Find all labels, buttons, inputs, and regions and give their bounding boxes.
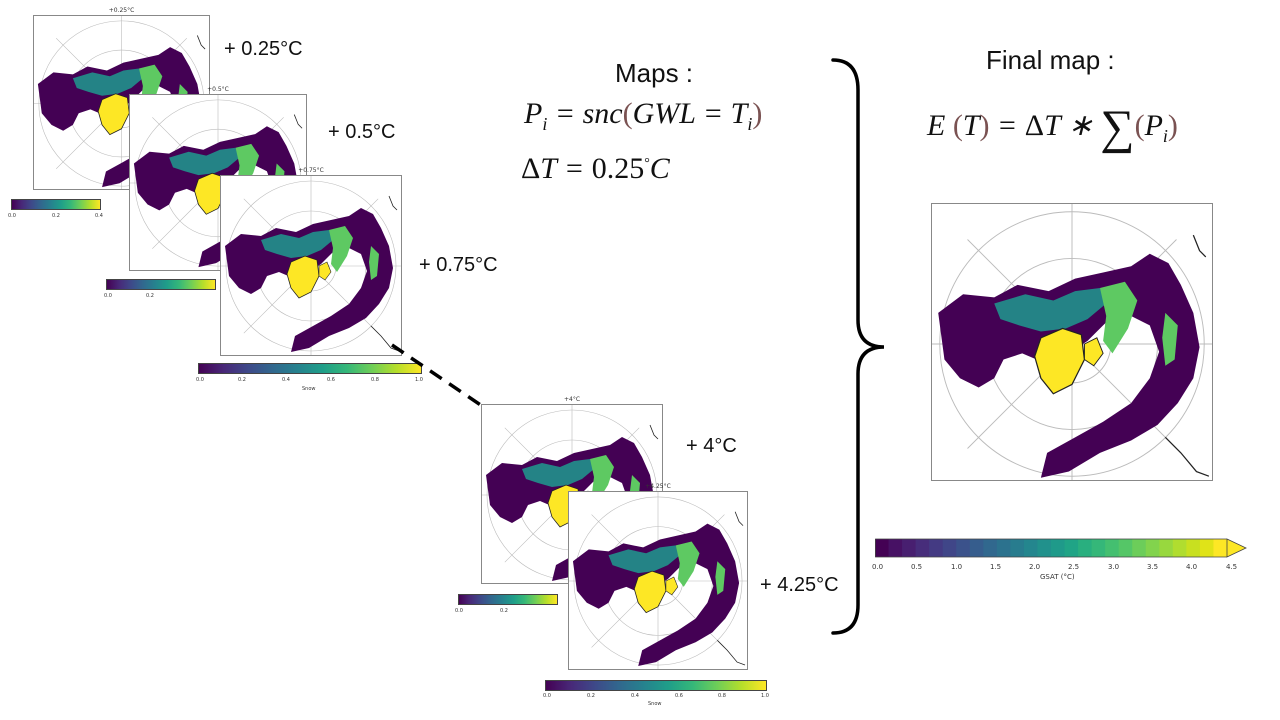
gsat-tick-3: 1.5 bbox=[990, 563, 1002, 571]
gsat-tick-8: 4.0 bbox=[1186, 563, 1198, 571]
colorbar-3-tick-0: 0.0 bbox=[196, 377, 204, 383]
map-title-2: +0.5°C bbox=[207, 86, 229, 93]
colorbar-2-tick-1: 0.2 bbox=[146, 293, 154, 299]
gsat-tick-0: 0.0 bbox=[872, 563, 884, 571]
colorbar-5-tick-4: 0.8 bbox=[718, 693, 726, 699]
gsat-label: GSAT (°C) bbox=[1040, 573, 1075, 581]
colorbar-5-tick-2: 0.4 bbox=[631, 693, 639, 699]
colorbar-4-tick-0: 0.0 bbox=[455, 608, 463, 614]
maps-heading: Maps : bbox=[615, 58, 694, 88]
snow-colorbar-2 bbox=[106, 279, 216, 290]
map-panel-5: +4.25°C bbox=[568, 483, 748, 670]
equation-delta-t: ΔT = 0.25°C bbox=[521, 152, 670, 185]
colorbar-5-tick-1: 0.2 bbox=[587, 693, 595, 699]
colorbar-1-tick-2: 0.4 bbox=[95, 213, 103, 219]
gsat-tick-5: 2.5 bbox=[1068, 563, 1080, 571]
gsat-tick-4: 2.0 bbox=[1029, 563, 1041, 571]
map-title-3: +0.75°C bbox=[298, 167, 324, 174]
colorbar-1-tick-1: 0.2 bbox=[52, 213, 60, 219]
gsat-tick-6: 3.0 bbox=[1108, 563, 1120, 571]
colorbar-3-label: Snow bbox=[302, 386, 316, 392]
map-title-4: +4°C bbox=[563, 396, 581, 403]
final-map-panel bbox=[931, 203, 1213, 481]
curly-brace bbox=[831, 58, 885, 635]
equation-pi: Pi = snc(GWL = Ti) bbox=[524, 97, 763, 134]
gsat-tick-2: 1.0 bbox=[951, 563, 963, 571]
map-title-5: +4.25°C bbox=[645, 483, 671, 490]
polar-map-3 bbox=[221, 176, 401, 355]
scenario-label-3: + 0.75°C bbox=[419, 254, 498, 276]
polar-map-5 bbox=[569, 492, 747, 669]
equation-final: E (T) = ΔT ∗ ∑(Pi) bbox=[927, 101, 1178, 154]
colorbar-3-tick-1: 0.2 bbox=[238, 377, 246, 383]
snow-colorbar-1 bbox=[11, 199, 101, 210]
final-polar-map bbox=[932, 204, 1212, 480]
colorbar-5-label: Snow bbox=[648, 701, 662, 707]
colorbar-3-tick-3: 0.6 bbox=[327, 377, 335, 383]
scenario-label-2: + 0.5°C bbox=[328, 121, 396, 143]
snow-colorbar-4 bbox=[458, 594, 558, 605]
colorbar-4-tick-1: 0.2 bbox=[500, 608, 508, 614]
map-panel-3: +0.75°C bbox=[220, 167, 402, 356]
gsat-tick-1: 0.5 bbox=[911, 563, 923, 571]
colorbar-3-tick-5: 1.0 bbox=[415, 377, 423, 383]
colorbar-3-tick-4: 0.8 bbox=[371, 377, 379, 383]
snow-colorbar-3 bbox=[198, 363, 422, 374]
colorbar-5-tick-0: 0.0 bbox=[543, 693, 551, 699]
scenario-label-1: + 0.25°C bbox=[224, 38, 303, 60]
colorbar-5-tick-3: 0.6 bbox=[675, 693, 683, 699]
colorbar-5-tick-5: 1.0 bbox=[761, 693, 769, 699]
colorbar-2-tick-0: 0.0 bbox=[104, 293, 112, 299]
colorbar-1-tick-0: 0.0 bbox=[8, 213, 16, 219]
final-map-heading: Final map : bbox=[986, 45, 1115, 75]
gsat-tick-9: 4.5 bbox=[1226, 563, 1238, 571]
scenario-label-5: + 4.25°C bbox=[760, 574, 839, 596]
colorbar-3-tick-2: 0.4 bbox=[282, 377, 290, 383]
gsat-tick-7: 3.5 bbox=[1147, 563, 1159, 571]
map-title-1: +0.25°C bbox=[108, 7, 135, 14]
snow-colorbar-5 bbox=[545, 680, 767, 691]
scenario-label-4: + 4°C bbox=[686, 435, 737, 457]
gsat-colorbar bbox=[875, 538, 1247, 558]
